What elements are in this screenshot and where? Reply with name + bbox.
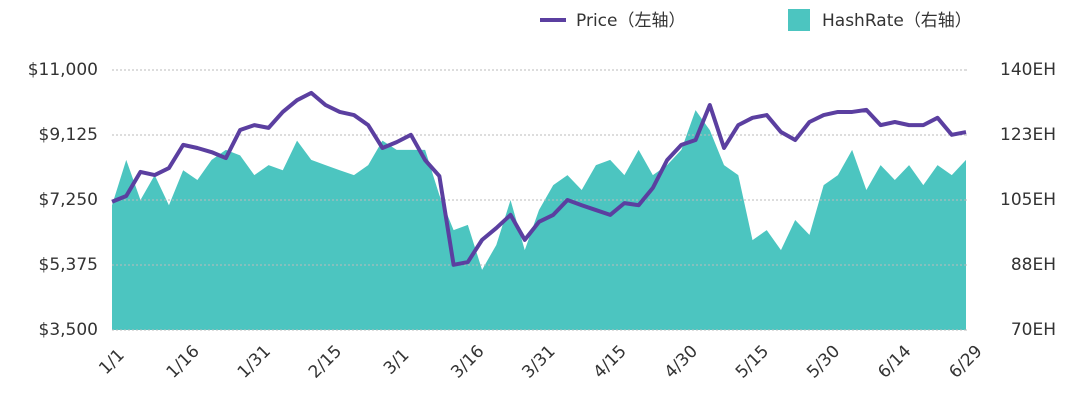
x-tick-label: 1/31 — [234, 341, 275, 382]
y2-tick-label: 88EH — [1011, 255, 1056, 275]
x-tick-label: 3/16 — [447, 341, 488, 382]
y-tick-label: $3,500 — [39, 320, 98, 340]
x-tick-label: 6/14 — [874, 341, 915, 382]
x-tick-label: 4/30 — [661, 341, 702, 382]
x-tick-label: 1/16 — [163, 341, 204, 382]
x-tick-label: 4/15 — [590, 341, 631, 382]
x-tick-label: 2/15 — [305, 341, 346, 382]
x-tick-label: 3/1 — [380, 345, 413, 378]
x-tick-label: 3/31 — [518, 341, 559, 382]
legend-label: Price（左轴） — [576, 11, 685, 31]
y-tick-label: $9,125 — [39, 125, 98, 145]
x-tick-label: 6/29 — [945, 341, 986, 382]
legend-swatch — [788, 9, 810, 31]
y2-tick-label: 105EH — [1000, 190, 1056, 210]
y-tick-label: $7,250 — [39, 190, 98, 210]
x-tick-label: 5/30 — [803, 341, 844, 382]
y-tick-label: $5,375 — [39, 255, 98, 275]
legend-label: HashRate（右轴） — [822, 11, 972, 31]
y2-tick-label: 123EH — [1000, 125, 1056, 145]
y-tick-label: $11,000 — [28, 60, 98, 80]
y2-tick-label: 70EH — [1011, 320, 1056, 340]
x-tick-label: 1/1 — [95, 345, 128, 378]
y2-tick-label: 140EH — [1000, 60, 1056, 80]
x-tick-label: 5/15 — [732, 341, 773, 382]
price-line — [111, 90, 967, 267]
